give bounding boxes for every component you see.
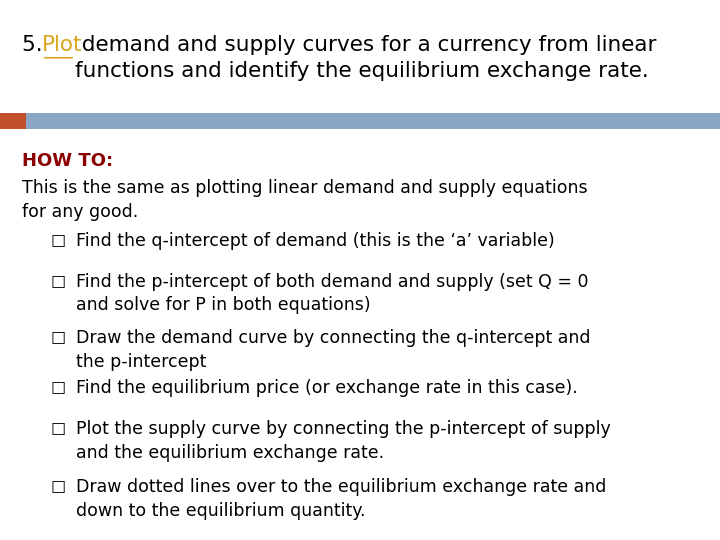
Bar bbox=[0, 113, 26, 129]
Text: Draw the demand curve by connecting the q-intercept and
the p-intercept: Draw the demand curve by connecting the … bbox=[76, 329, 590, 371]
Text: Find the q-intercept of demand (this is the ‘a’ variable): Find the q-intercept of demand (this is … bbox=[76, 232, 554, 250]
Text: Find the equilibrium price (or exchange rate in this case).: Find the equilibrium price (or exchange … bbox=[76, 379, 577, 397]
Text: Plot: Plot bbox=[42, 35, 82, 55]
Text: □: □ bbox=[50, 273, 66, 288]
Text: □: □ bbox=[50, 379, 66, 394]
Text: HOW TO:: HOW TO: bbox=[22, 152, 113, 170]
Text: □: □ bbox=[50, 478, 66, 493]
Text: 5.: 5. bbox=[22, 35, 49, 55]
Text: □: □ bbox=[50, 232, 66, 247]
Text: Draw dotted lines over to the equilibrium exchange rate and
down to the equilibr: Draw dotted lines over to the equilibriu… bbox=[76, 478, 606, 519]
Bar bbox=[26, 113, 720, 129]
Text: □: □ bbox=[50, 420, 66, 435]
Text: Find the p-intercept of both demand and supply (set Q = 0
and solve for P in bot: Find the p-intercept of both demand and … bbox=[76, 273, 588, 314]
Text: This is the same as plotting linear demand and supply equations
for any good.: This is the same as plotting linear dema… bbox=[22, 179, 588, 221]
Text: Plot the supply curve by connecting the p-intercept of supply
and the equilibriu: Plot the supply curve by connecting the … bbox=[76, 420, 611, 462]
Text: □: □ bbox=[50, 329, 66, 345]
Text: demand and supply curves for a currency from linear
functions and identify the e: demand and supply curves for a currency … bbox=[75, 35, 657, 80]
